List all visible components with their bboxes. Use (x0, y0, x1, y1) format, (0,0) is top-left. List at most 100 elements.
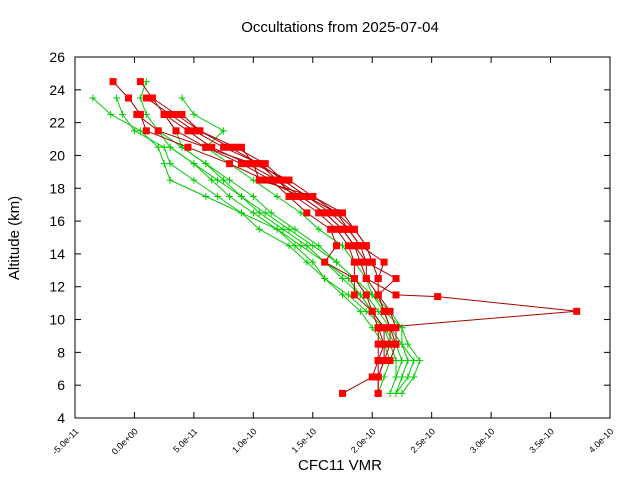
data-point-square (321, 209, 329, 217)
data-point-plus (190, 110, 198, 118)
y-tick-label: 26 (49, 49, 65, 65)
data-point-square (350, 291, 358, 299)
data-point-square (279, 176, 287, 184)
data-point-square (303, 209, 311, 217)
data-point-plus (136, 127, 144, 135)
data-point-square (136, 110, 144, 118)
data-point-square (172, 127, 180, 135)
data-point-plus (249, 176, 257, 184)
data-point-plus (392, 389, 400, 397)
x-tick-label: -5.0e-11 (50, 426, 80, 456)
data-point-plus (291, 242, 299, 250)
x-tick-label: 3.5e-10 (527, 426, 556, 455)
data-point-plus (279, 225, 287, 233)
data-point-plus (291, 225, 299, 233)
data-point-square (172, 110, 180, 118)
data-point-plus (344, 275, 352, 283)
data-point-plus (166, 143, 174, 151)
data-point-plus (202, 192, 210, 200)
data-point-plus (315, 225, 323, 233)
data-point-square (273, 176, 281, 184)
data-point-square (297, 192, 305, 200)
data-point-square (333, 225, 341, 233)
data-point-plus (130, 127, 138, 135)
data-point-plus (226, 192, 234, 200)
data-point-square (339, 209, 346, 217)
data-point-plus (142, 110, 150, 118)
data-point-square (392, 324, 400, 332)
data-point-square (321, 258, 329, 266)
y-tick-label: 14 (49, 246, 65, 262)
data-point-plus (374, 307, 382, 315)
x-tick-label: 2.0e-10 (349, 426, 378, 455)
data-point-plus (368, 291, 376, 299)
data-point-plus (237, 192, 245, 200)
y-tick-label: 4 (57, 410, 65, 426)
ticks-layer: 4 6 8 10 12 14 16 18 20 22 24 26 -5.0e-11 0.0e+00 5.0e… (49, 49, 615, 457)
data-point-plus (285, 225, 293, 233)
data-point-plus (297, 209, 305, 217)
data-point-square (285, 192, 293, 200)
data-point-plus (416, 357, 424, 365)
data-point-plus (303, 242, 311, 250)
data-point-plus (404, 340, 412, 348)
data-point-plus (220, 176, 228, 184)
data-point-square (362, 291, 370, 299)
data-point-square (374, 373, 382, 381)
data-point-plus (226, 176, 234, 184)
data-point-square (315, 209, 323, 217)
data-point-square (356, 242, 364, 250)
data-point-square (261, 176, 269, 184)
data-point-square (380, 324, 388, 332)
data-point-square (303, 192, 311, 200)
data-point-square (237, 160, 245, 168)
chart-title: Occultations from 2025-07-04 (241, 19, 439, 36)
data-point-square (154, 127, 162, 135)
data-point-square (208, 143, 216, 151)
data-point-plus (107, 110, 115, 118)
data-point-square (184, 143, 192, 151)
data-point-plus (202, 160, 210, 168)
data-point-plus (255, 209, 263, 217)
y-axis-label: Altitude (km) (6, 196, 23, 280)
data-point-plus (154, 143, 162, 151)
data-point-square (136, 78, 144, 86)
data-point-square (374, 324, 382, 332)
data-point-plus (261, 209, 269, 217)
data-point-plus (113, 94, 121, 102)
data-point-plus (321, 275, 329, 283)
data-point-plus (333, 258, 341, 266)
data-point-plus (392, 373, 400, 381)
data-point-square (237, 143, 245, 151)
data-point-square (333, 242, 341, 250)
data-point-square (392, 275, 400, 283)
data-point-plus (368, 324, 376, 332)
data-point-square (184, 127, 192, 135)
data-point-plus (166, 176, 174, 184)
plot-frame (74, 56, 611, 419)
data-point-plus (339, 291, 346, 299)
data-point-square (392, 291, 400, 299)
series-layer (89, 78, 581, 397)
x-tick-label: 1.5e-10 (290, 426, 319, 455)
y-tick-label: 12 (49, 279, 65, 295)
data-point-square (109, 78, 117, 86)
x-tick-label: 0.0e+00 (110, 426, 140, 456)
data-point-plus (315, 242, 323, 250)
data-point-square (255, 160, 263, 168)
data-point-square (374, 275, 382, 283)
data-point-plus (190, 176, 198, 184)
data-point-plus (119, 110, 127, 118)
data-point-square (285, 176, 293, 184)
data-point-plus (339, 275, 346, 283)
data-point-plus (142, 78, 150, 86)
data-point-square (386, 307, 394, 315)
data-point-plus (267, 209, 275, 217)
data-point-plus (214, 176, 222, 184)
data-point-plus (404, 357, 412, 365)
x-axis-label: CFC11 VMR (298, 457, 382, 474)
data-point-square (125, 94, 132, 102)
data-point-square (362, 275, 370, 283)
x-tick-label: 4.0e-10 (587, 426, 616, 455)
